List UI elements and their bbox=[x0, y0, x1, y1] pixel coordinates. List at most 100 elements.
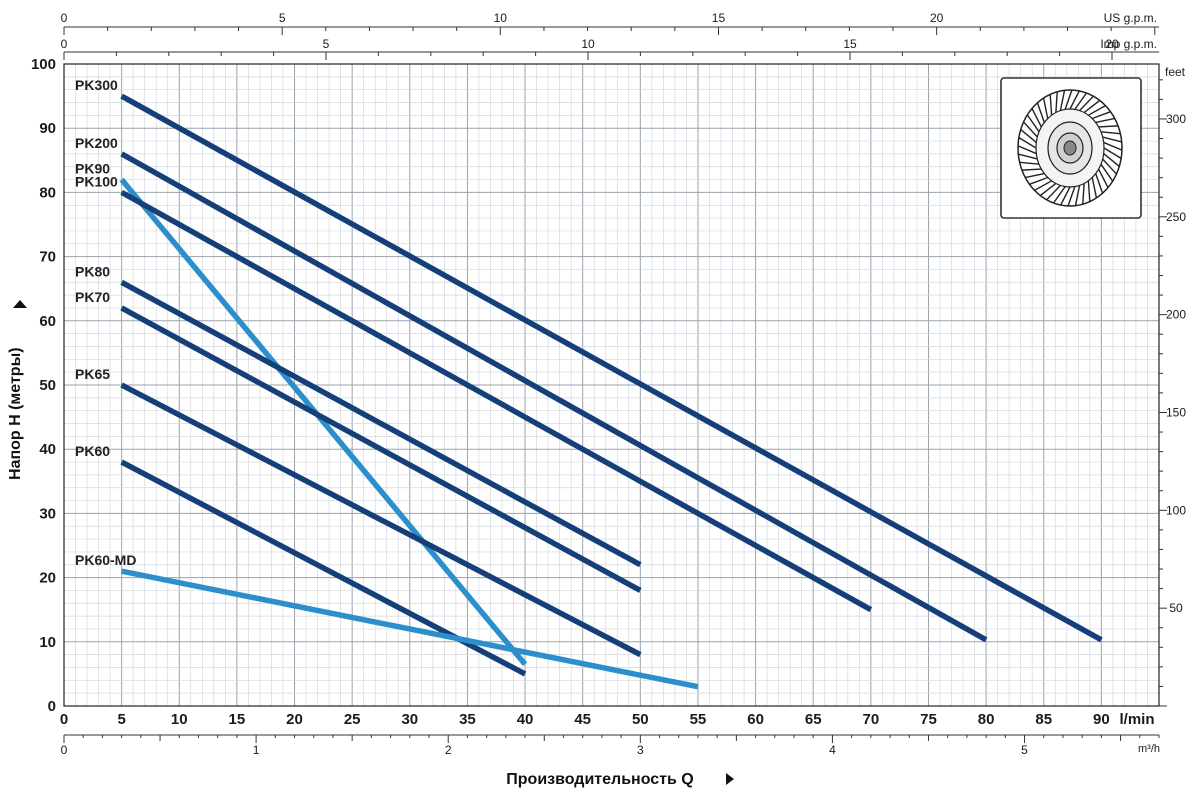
x-axis-title: Производительность Q bbox=[506, 771, 734, 788]
y-tick-label: 10 bbox=[39, 634, 56, 651]
y-tick-label: 80 bbox=[39, 184, 56, 201]
x-tick-label: 35 bbox=[459, 711, 476, 728]
x-tick-label: 50 bbox=[632, 711, 649, 728]
x-tick-label: 65 bbox=[805, 711, 822, 728]
pump-impeller-icon bbox=[1000, 77, 1142, 219]
series-line-pk100 bbox=[120, 189, 873, 613]
impeller-blade bbox=[1018, 137, 1037, 149]
x-tick-label: 15 bbox=[229, 711, 246, 728]
y-axis-title-text: Напор H (метры) bbox=[7, 347, 24, 480]
x-tick-label: 40 bbox=[517, 711, 534, 728]
series-line-pk300 bbox=[120, 93, 1103, 643]
us-gpm-unit-label: US g.p.m. bbox=[1104, 11, 1157, 25]
x-unit-label: l/min bbox=[1119, 711, 1154, 728]
impeller-blade bbox=[1088, 104, 1106, 116]
impeller-blade bbox=[1039, 182, 1057, 197]
m3h-tick-label: 3 bbox=[637, 743, 644, 757]
impeller-blade bbox=[1060, 186, 1071, 206]
impeller-blade bbox=[1067, 186, 1076, 207]
impeller-blade bbox=[1097, 168, 1109, 188]
impeller-blade bbox=[1091, 177, 1098, 199]
y-tick-label: 30 bbox=[39, 505, 56, 522]
y-tick-label: 70 bbox=[39, 249, 56, 266]
us-gpm-tick-label: 0 bbox=[61, 11, 68, 25]
feet-tick-label: 150 bbox=[1166, 405, 1186, 419]
m3h-tick-label: 5 bbox=[1021, 743, 1028, 757]
impeller-blade bbox=[1017, 145, 1037, 155]
impeller-blade bbox=[1052, 186, 1066, 204]
impeller-blade bbox=[1023, 121, 1038, 138]
impeller-blade bbox=[1042, 97, 1049, 119]
y-tick-label: 90 bbox=[39, 120, 56, 137]
impeller-blade bbox=[1059, 90, 1066, 111]
impeller-blade bbox=[1095, 173, 1104, 194]
us-gpm-tick-label: 20 bbox=[930, 11, 944, 25]
series-label-pk65: PK65 bbox=[75, 366, 110, 382]
impeller-blade bbox=[1095, 117, 1115, 124]
series-line-pk60-md bbox=[121, 568, 699, 690]
impeller-blade bbox=[1100, 163, 1114, 182]
impeller-blade bbox=[1064, 89, 1073, 110]
us-gpm-tick-label: 15 bbox=[712, 11, 726, 25]
impeller-blade bbox=[1020, 129, 1037, 143]
x-tick-label: 5 bbox=[117, 711, 125, 728]
m3h-unit-label: m³/h bbox=[1138, 743, 1160, 755]
x-tick-label: 20 bbox=[286, 711, 303, 728]
impeller-blade bbox=[1102, 158, 1117, 175]
feet-unit-label: feet bbox=[1165, 65, 1186, 79]
x-tick-label: 30 bbox=[401, 711, 418, 728]
series-label-pk300: PK300 bbox=[75, 77, 118, 93]
x-tick-label: 10 bbox=[171, 711, 188, 728]
impeller-blade bbox=[1055, 91, 1058, 113]
y-axis-arrow-icon bbox=[13, 300, 27, 308]
x-axis-arrow-icon bbox=[726, 773, 734, 785]
x-tick-label: 55 bbox=[690, 711, 707, 728]
y-tick-label: 20 bbox=[39, 570, 56, 587]
x-tick-label: 80 bbox=[978, 711, 995, 728]
y-tick-label: 60 bbox=[39, 313, 56, 330]
impeller-blade bbox=[1103, 141, 1123, 151]
imp-gpm-tick-label: 10 bbox=[581, 37, 595, 51]
x-tick-label: 90 bbox=[1093, 711, 1110, 728]
x-tick-label: 70 bbox=[862, 711, 879, 728]
impeller-blade bbox=[1074, 92, 1088, 110]
impeller-blade bbox=[1102, 136, 1122, 143]
y-tick-label: 50 bbox=[39, 377, 56, 394]
right-feet-axis: feet 50 100 150 200 250 300 bbox=[1159, 65, 1186, 707]
impeller-blade bbox=[1031, 108, 1043, 128]
y-axis-ticks: 0 10 20 30 40 50 60 70 80 90 100 bbox=[31, 56, 56, 715]
feet-tick-label: 100 bbox=[1166, 503, 1186, 517]
impeller-blade bbox=[1083, 99, 1101, 114]
chart-grid bbox=[63, 63, 1160, 707]
imp-gpm-tick-label: 15 bbox=[843, 37, 857, 51]
x-tick-label: 75 bbox=[920, 711, 937, 728]
feet-tick-label: 300 bbox=[1166, 112, 1186, 126]
impeller-blade bbox=[1098, 125, 1119, 128]
y-tick-label: 0 bbox=[48, 698, 56, 715]
y-tick-label: 40 bbox=[39, 441, 56, 458]
impeller-blade bbox=[1026, 114, 1040, 133]
feet-tick-label: 50 bbox=[1169, 601, 1183, 615]
impeller-blade bbox=[1025, 172, 1045, 179]
y-tick-label: 100 bbox=[31, 56, 56, 73]
impeller-blade bbox=[1034, 180, 1052, 192]
impeller-blade bbox=[1036, 102, 1045, 123]
series-label-pk60: PK60 bbox=[75, 443, 110, 459]
plot-frame bbox=[63, 63, 1160, 707]
impeller-blade bbox=[1019, 161, 1040, 165]
x-tick-label: 45 bbox=[574, 711, 591, 728]
series-line-pk65 bbox=[120, 382, 642, 658]
series-lines bbox=[119, 93, 1103, 690]
impeller-blade bbox=[1046, 184, 1061, 201]
series-line-pk90 bbox=[119, 177, 528, 667]
x-axis-ticks: 0 5 10 15 20 25 30 35 40 45 50 55 60 65 70 75 80 85 90 bbox=[60, 711, 1110, 728]
impeller-blade bbox=[1021, 168, 1042, 171]
impeller-blade bbox=[1069, 90, 1080, 110]
imp-gpm-unit-label: Imp g.p.m. bbox=[1100, 37, 1157, 51]
impeller-blade bbox=[1079, 95, 1094, 112]
x-tick-label: 0 bbox=[60, 711, 68, 728]
x-tick-label: 60 bbox=[747, 711, 764, 728]
